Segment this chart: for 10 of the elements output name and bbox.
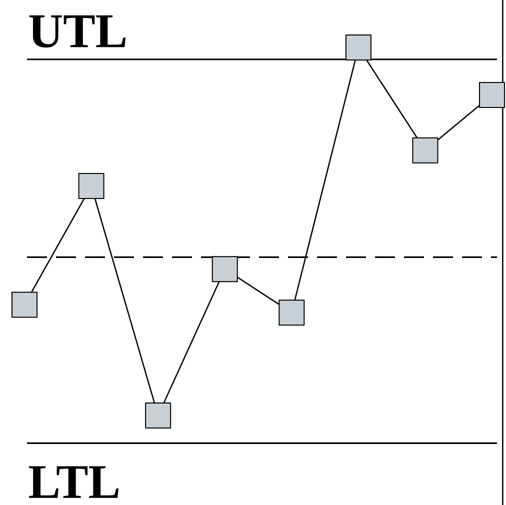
point	[12, 292, 38, 318]
point	[145, 402, 172, 428]
point	[345, 34, 372, 60]
ref-line-label: LTL	[29, 466, 118, 498]
ref-line-label: UTL	[29, 15, 126, 48]
point	[412, 137, 438, 164]
point	[479, 82, 506, 108]
point	[278, 300, 305, 326]
point	[78, 172, 104, 199]
point	[212, 256, 238, 282]
